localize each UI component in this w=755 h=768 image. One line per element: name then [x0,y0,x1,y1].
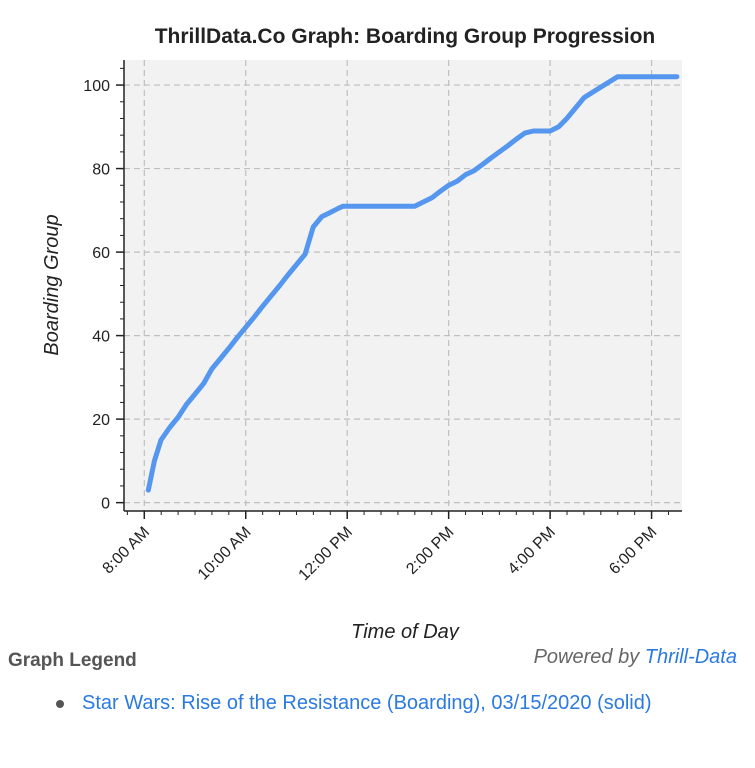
x-tick-label: 2:00 PM [403,524,457,578]
y-tick-label: 100 [83,78,110,95]
y-tick-label: 20 [92,412,110,429]
thrill-data-link[interactable]: Thrill-Data [644,646,737,668]
y-axis-label: Boarding Group [41,214,63,355]
x-tick-label: 12:00 PM [296,524,356,584]
series-layer [145,74,680,493]
legend-heading: Graph Legend [8,650,137,671]
series-line-boarding [145,74,680,493]
plot-area [124,60,682,511]
legend-entry[interactable]: Star Wars: Rise of the Resistance (Board… [82,690,702,717]
gridlines [124,60,682,511]
x-tick-label: 6:00 PM [606,524,660,578]
y-tick-label: 80 [92,162,110,179]
y-tick-label: 40 [92,329,110,346]
y-tick-label: 0 [101,496,110,513]
x-tick-label: 8:00 AM [100,524,154,578]
x-axis-label: Time of Day [351,621,460,640]
legend-bullet-icon [56,700,64,708]
chart-title: ThrillData.Co Graph: Boarding Group Prog… [155,25,656,48]
x-tick-label: 10:00 AM [195,524,255,584]
powered-by-prefix: Powered by [533,646,645,668]
y-tick-label: 60 [92,245,110,262]
powered-by: Powered by Thrill-Data [534,646,737,669]
x-tick-label: 4:00 PM [505,524,559,578]
boarding-group-chart: ThrillData.Co Graph: Boarding Group Prog… [41,25,682,640]
legend-entry-label[interactable]: Star Wars: Rise of the Resistance (Board… [82,692,652,714]
